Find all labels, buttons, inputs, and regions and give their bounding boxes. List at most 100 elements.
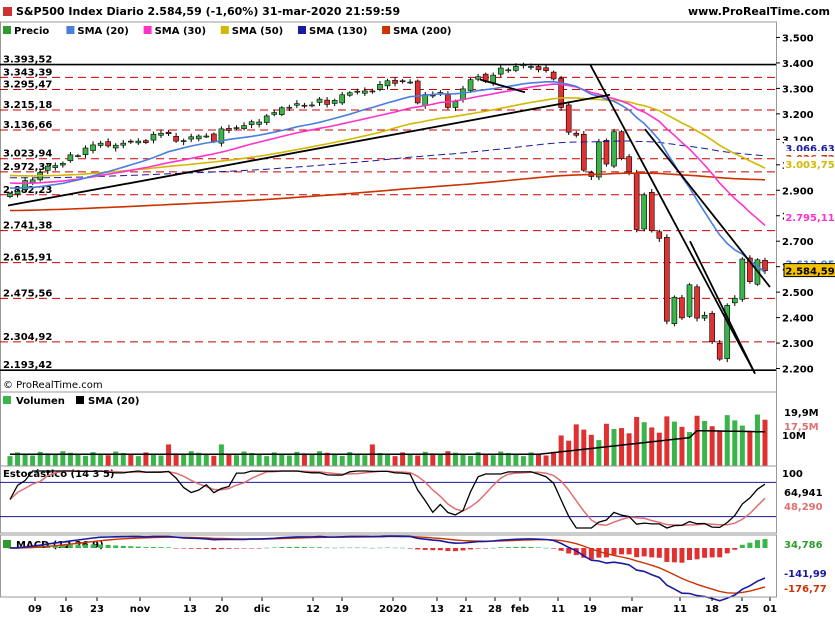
candle-body-82 <box>626 156 632 173</box>
volume-bar-92 <box>702 420 708 466</box>
volume-bar-95 <box>724 415 730 466</box>
macd-hist-27 <box>211 548 217 550</box>
candle-5 <box>44 164 51 174</box>
macd-hist-83 <box>634 548 640 558</box>
candle-body-94 <box>716 343 723 360</box>
volume-bar-2 <box>22 453 28 466</box>
candle-body-18 <box>143 140 149 143</box>
volume-bar-72 <box>551 451 557 466</box>
candle-70 <box>535 64 542 73</box>
candle-body-71 <box>543 67 549 71</box>
candle-body-74 <box>565 104 572 133</box>
candle-6 <box>52 162 59 171</box>
candle-body-54 <box>414 80 421 104</box>
volume-bar-90 <box>687 432 692 466</box>
candle-42 <box>324 97 330 108</box>
candle-body-91 <box>694 286 700 319</box>
candle-body-11 <box>90 144 96 151</box>
macd-hist-28 <box>218 548 224 549</box>
ma-tag-5: 2.584,59 <box>785 267 834 278</box>
candle-66 <box>505 67 512 73</box>
volume-bar-61 <box>468 455 474 466</box>
macd-hist-7 <box>60 545 66 548</box>
volume-bar-43 <box>332 454 338 466</box>
candle-69 <box>528 63 534 70</box>
sma-20-line <box>9 80 766 274</box>
x-tick-label-18: 18 <box>705 604 719 615</box>
macd-hist-10 <box>83 544 88 548</box>
volume-swatch <box>3 396 11 404</box>
macd-hist-61 <box>468 548 474 550</box>
level-label-4: 3.136,66 <box>3 120 52 131</box>
macd-tag-0: 34,786 <box>784 540 823 551</box>
volume-bar-71 <box>543 455 549 466</box>
candle-body-45 <box>346 92 353 96</box>
x-tick-label-6: dic <box>254 604 271 615</box>
x-tick-label-5: 20 <box>215 604 229 615</box>
volume-bar-73 <box>558 435 564 466</box>
macd-hist-87 <box>664 548 670 562</box>
candle-body-81 <box>618 131 625 159</box>
candle-body-41 <box>316 98 323 103</box>
x-tick-label-4: 13 <box>183 604 197 615</box>
candle-90 <box>686 283 693 318</box>
macd-hist-78 <box>596 548 602 558</box>
trend-line-0 <box>7 93 611 207</box>
x-tick-label-17: 11 <box>673 604 687 615</box>
trend-line-3 <box>644 128 771 288</box>
stoch-tag-0: 64,941 <box>784 488 823 499</box>
trend-line-1 <box>479 78 526 94</box>
macd-hist-14 <box>113 545 119 548</box>
volume-bar-49 <box>377 453 383 466</box>
macd-hist-100 <box>762 539 768 548</box>
macd-line <box>9 535 766 602</box>
volume-bar-80 <box>611 429 617 466</box>
volume-bar-29 <box>226 453 232 466</box>
macd-hist-39 <box>301 547 307 548</box>
candle-12 <box>97 140 104 148</box>
volume-bar-85 <box>649 427 655 466</box>
candle-body-3 <box>29 179 36 183</box>
candle-body-86 <box>656 231 663 239</box>
candle-body-50 <box>384 80 391 87</box>
volume-bar-8 <box>67 452 73 466</box>
ma-tag-3: 2.795,11 <box>785 213 834 224</box>
volume-bar-65 <box>498 451 504 466</box>
candle-15 <box>120 140 127 149</box>
macd-hist-31 <box>241 548 247 549</box>
macd-hist-54 <box>415 548 421 550</box>
candle-body-84 <box>641 194 648 230</box>
volume-bar-51 <box>392 456 398 466</box>
volume-bar-26 <box>203 454 209 466</box>
sma-200-line <box>9 172 766 212</box>
candle-20 <box>158 129 164 139</box>
volume-bar-79 <box>603 423 609 466</box>
sma-130-line <box>9 140 766 179</box>
macd-hist-34 <box>264 547 270 549</box>
volume-bar-41 <box>317 451 323 466</box>
volume-sma-swatch <box>76 396 84 404</box>
macd-hist-86 <box>656 548 662 558</box>
level-label-7: 2.882,23 <box>3 185 52 196</box>
macd-hist-76 <box>581 548 587 558</box>
volume-bar-57 <box>437 454 443 466</box>
volume-bar-30 <box>234 455 239 466</box>
macd-hist-17 <box>135 546 141 548</box>
candle-body-78 <box>596 141 602 178</box>
volume-bar-82 <box>626 433 632 466</box>
macd-hist-23 <box>181 548 187 549</box>
candle-30 <box>233 125 240 131</box>
volume-bar-63 <box>483 453 489 466</box>
candle-body-51 <box>392 79 398 84</box>
title-icon <box>3 7 12 16</box>
volume-bar-18 <box>143 452 149 466</box>
volume-bar-55 <box>422 451 428 466</box>
candle-9 <box>75 154 81 158</box>
volume-bar-54 <box>415 455 421 466</box>
candle-10 <box>82 145 89 158</box>
x-tick-label-10: 13 <box>430 604 444 615</box>
price-tick-label-2: 3.300 <box>782 84 814 95</box>
macd-hist-69 <box>528 546 534 548</box>
candle-45 <box>346 91 353 97</box>
candle-body-48 <box>369 90 376 93</box>
